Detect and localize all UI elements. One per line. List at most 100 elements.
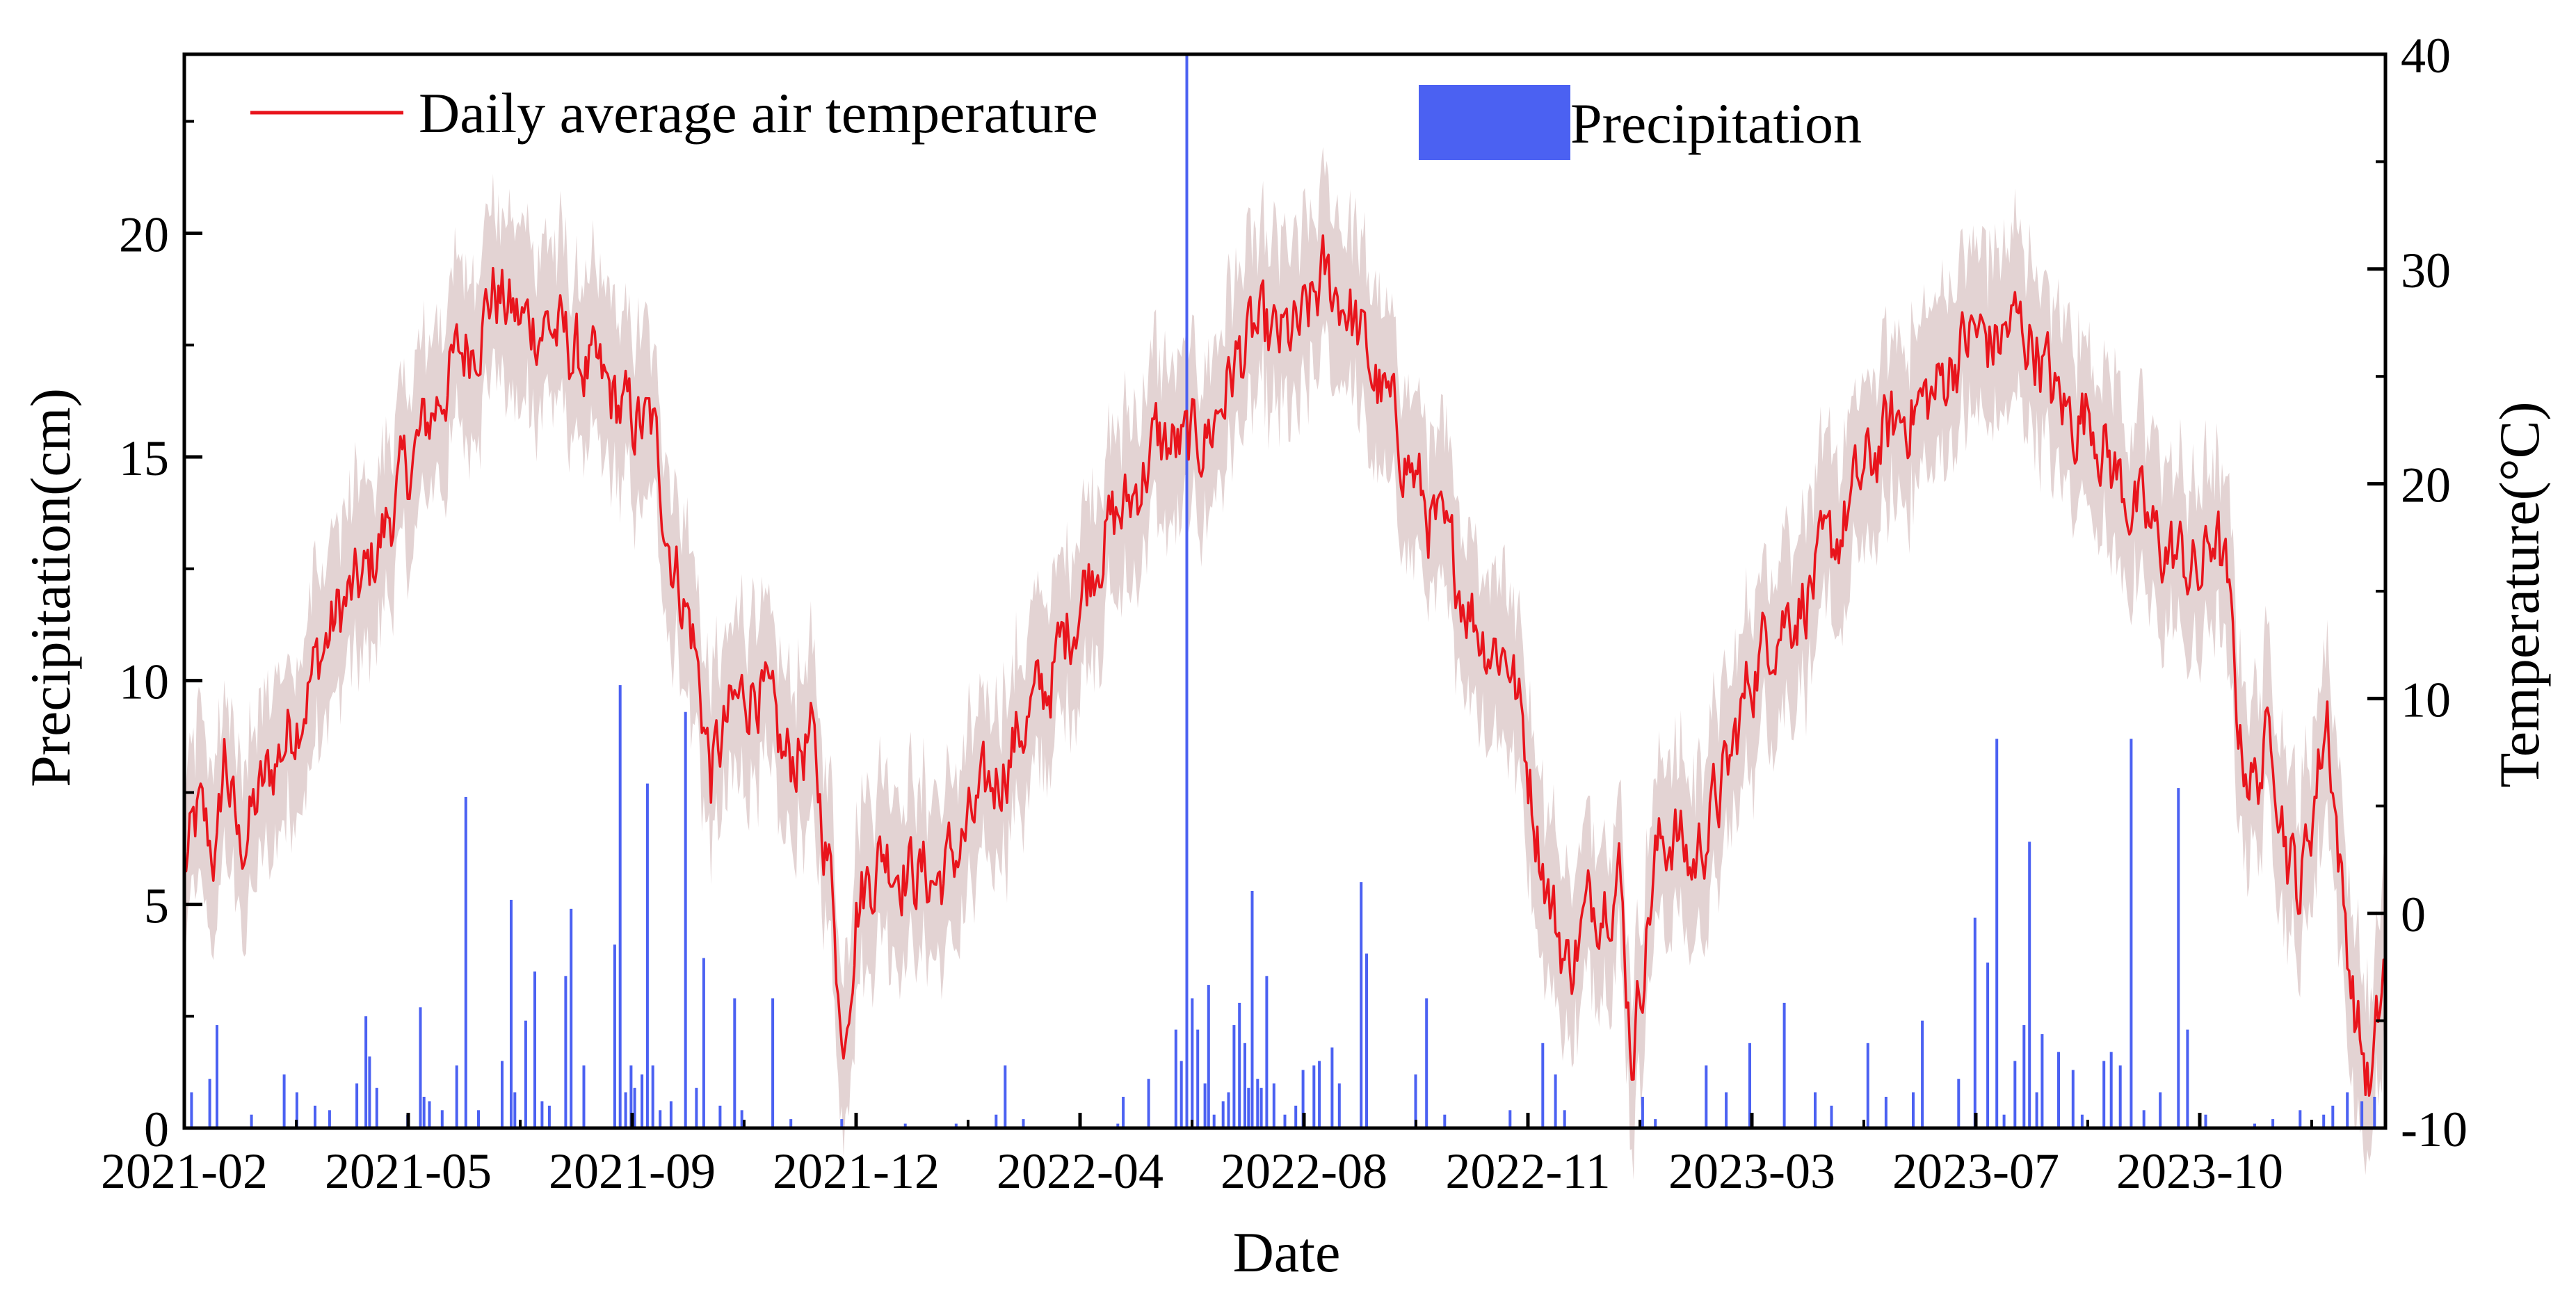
precipitation-bar (2271, 1119, 2275, 1128)
precipitation-bar (1272, 1083, 1275, 1128)
precipitation-bar (954, 1123, 958, 1128)
precipitation-bar (2002, 1114, 2006, 1128)
precipitation-bar (1207, 985, 1210, 1128)
precipitation-bar (1884, 1097, 1887, 1128)
precipitation-bar (1312, 1065, 1316, 1128)
precipitation-bar (524, 1020, 527, 1128)
precipitation-bar (2080, 1114, 2084, 1128)
precipitation-bar (1294, 1105, 1298, 1128)
precipitation-bar (1563, 1110, 1566, 1128)
legend: Daily average air temperature Precipitat… (250, 81, 1862, 160)
precipitation-bars-layer (190, 54, 2387, 1128)
precipitation-bar (1247, 1088, 1250, 1128)
precipitation-bar (513, 1092, 517, 1128)
y-left-tick-label: 15 (119, 431, 169, 486)
precipitation-bar (1830, 1105, 1833, 1128)
precipitation-bar (1243, 1043, 1246, 1128)
precipitation-bar (2322, 1114, 2326, 1128)
precipitation-bar (618, 685, 622, 1128)
precipitation-bar (2102, 1061, 2106, 1128)
precipitation-bar (2142, 1110, 2146, 1128)
precipitation-bar (1116, 1123, 1120, 1128)
precipitation-bar (501, 1061, 504, 1128)
precipitation-bar (428, 1101, 431, 1128)
precipitation-bar (633, 1088, 636, 1128)
precipitation-bar (659, 1110, 662, 1128)
precipitation-bar (2253, 1123, 2256, 1128)
precipitation-bar (2040, 1033, 2044, 1128)
x-tick-label: 2021-05 (325, 1143, 492, 1199)
legend-bar-swatch (1419, 85, 1570, 160)
precipitation-bar (1554, 1074, 1557, 1128)
precipitation-bar (464, 796, 467, 1128)
precipitation-bar (533, 971, 536, 1128)
precipitation-bar (547, 1105, 551, 1128)
precipitation-bar (1443, 1114, 1447, 1128)
precipitation-bar (422, 1097, 426, 1128)
precipitation-bar (314, 1105, 316, 1128)
x-tick-label: 2022-11 (1445, 1143, 1610, 1199)
precipitation-bar (2118, 1065, 2122, 1128)
precipitation-bar (1122, 1097, 1125, 1128)
precipitation-bar (1227, 1092, 1230, 1128)
precipitation-bar (1318, 1061, 1321, 1128)
precipitation-bar (1259, 1088, 1263, 1128)
y-left-tick-label: 5 (144, 878, 169, 933)
precipitation-bar (2360, 1101, 2364, 1128)
temperature-band-layer (184, 147, 2385, 1180)
precipitation-bar (1250, 891, 1254, 1128)
precipitation-bar (684, 711, 687, 1128)
precipitation-bar (1814, 1092, 1817, 1128)
precipitation-bar (2177, 788, 2180, 1128)
precipitation-bar (190, 1092, 193, 1128)
precipitation-bar (1196, 1029, 1200, 1128)
y-left-tick-label: 0 (144, 1102, 169, 1157)
precipitation-bar (440, 1110, 444, 1128)
precipitation-bar (1725, 1092, 1728, 1128)
precipitation-bar (250, 1114, 253, 1128)
legend-label-precipitation: Precipitation (1570, 92, 1862, 155)
precipitation-bar (2109, 1052, 2113, 1128)
precipitation-bar (1912, 1092, 1915, 1128)
precipitation-bar (695, 1088, 698, 1128)
precipitation-bar (669, 1101, 673, 1128)
precipitation-bar (1365, 954, 1368, 1128)
precipitation-bar (295, 1092, 298, 1128)
precipitation-bar (1301, 1070, 1305, 1128)
precipitation-bar (477, 1110, 480, 1128)
x-tick-label: 2022-04 (997, 1143, 1164, 1199)
precipitation-bar (740, 1110, 743, 1128)
precipitation-bar (641, 1074, 644, 1128)
precipitation-bar (733, 998, 736, 1128)
precipitation-bar (2159, 1092, 2162, 1128)
precipitation-bar (1973, 917, 1977, 1128)
precipitation-bar (2373, 1097, 2376, 1128)
x-tick-label: 2023-10 (2116, 1143, 2283, 1199)
precipitation-bar (419, 1007, 422, 1128)
precipitation-bar (1866, 1043, 1869, 1128)
y-right-tick-label: 20 (2401, 458, 2451, 513)
precipitation-bar (455, 1065, 458, 1128)
precipitation-bar (702, 958, 705, 1128)
precipitation-bar (1330, 1047, 1334, 1128)
precipitation-bar (216, 1025, 218, 1128)
precipitation-bar (629, 1065, 633, 1128)
y-right-tick-label: 0 (2401, 887, 2426, 942)
axes-layer: 0 5 10 15 20 -10 0 10 20 30 40 2021-02 2021-05 2021-0… (101, 28, 2468, 1199)
x-tick-label: 2023-07 (1892, 1143, 2059, 1199)
precipitation-bar (1232, 1025, 1236, 1128)
x-tick-label: 2023-03 (1668, 1143, 1835, 1199)
y-axis-right-label: Temperature(°C) (2488, 401, 2551, 787)
precipitation-bar (1641, 1097, 1644, 1128)
y-right-tick-label: 10 (2401, 672, 2451, 727)
y-axis-left-label: Precipitation(cm) (19, 388, 82, 787)
precipitation-bar (2299, 1110, 2302, 1128)
precipitation-bar (613, 944, 616, 1128)
precipitation-bar (570, 908, 573, 1128)
precipitation-bar (840, 1119, 844, 1128)
precipitation-bar (1283, 1114, 1287, 1128)
precipitation-bar (1191, 998, 1194, 1128)
precipitation-bar (1957, 1079, 1961, 1128)
precipitation-bar (1022, 1119, 1025, 1128)
